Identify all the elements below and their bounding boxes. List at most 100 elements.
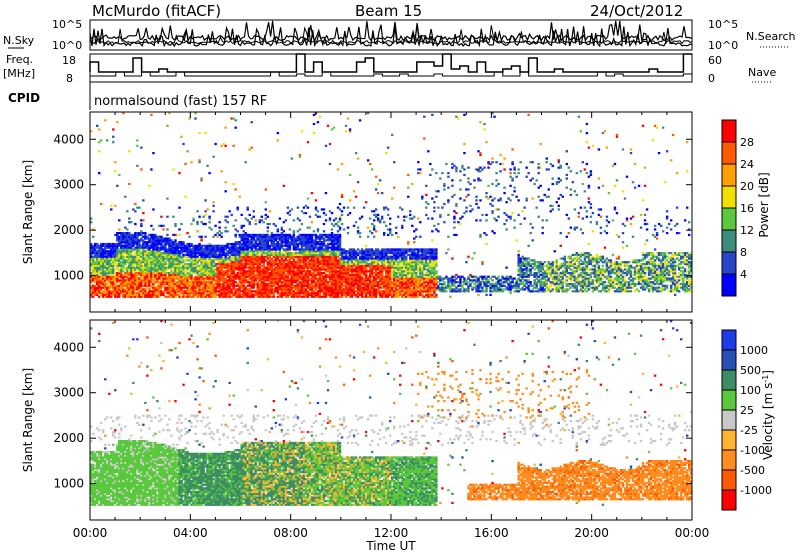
heatmap-cell xyxy=(401,275,404,278)
heatmap-cell xyxy=(250,242,253,246)
heatmap-cell xyxy=(358,252,362,255)
heatmap-cell xyxy=(190,244,193,247)
heatmap-cell xyxy=(180,275,183,278)
heatmap-cell xyxy=(300,279,304,282)
heatmap-cell xyxy=(198,259,201,262)
heatmap-cell xyxy=(328,295,332,298)
heatmap-cell xyxy=(128,264,131,267)
freq-tick-top: 18 xyxy=(62,54,76,67)
heatmap-cell xyxy=(230,272,233,275)
heatmap-cell xyxy=(218,257,221,260)
heatmap-cell xyxy=(382,275,386,278)
heatmap-cell xyxy=(170,255,173,258)
heatmap-cell xyxy=(192,246,195,249)
heatmap-cell xyxy=(384,252,388,255)
heatmap-cell xyxy=(212,244,215,247)
heatmap-cell xyxy=(374,261,378,264)
heatmap-cell xyxy=(106,279,109,282)
heatmap-cell xyxy=(328,259,332,262)
heatmap-cell xyxy=(334,235,338,238)
heatmap-cell xyxy=(322,253,326,257)
heatmap-cell xyxy=(298,248,302,251)
heatmap-cell xyxy=(190,252,193,255)
heatmap-cell xyxy=(306,284,310,287)
heatmap-cell xyxy=(366,262,370,266)
heatmap-cell xyxy=(268,255,271,258)
heatmap-cell xyxy=(132,242,135,246)
heatmap-cell xyxy=(393,286,396,289)
heatmap-cell xyxy=(106,244,109,247)
heatmap-cell xyxy=(274,273,278,277)
heatmap-cell xyxy=(288,242,292,246)
heatmap-cell xyxy=(280,246,284,249)
heatmap-cell xyxy=(340,259,344,262)
heatmap-cell xyxy=(124,252,127,255)
heatmap-cell xyxy=(250,261,253,264)
heatmap-cell xyxy=(200,250,203,253)
heatmap-cell xyxy=(386,290,390,293)
heatmap-cell xyxy=(403,282,406,286)
heatmap-cell xyxy=(110,208,113,211)
heatmap-cell xyxy=(114,261,117,264)
heatmap-cell xyxy=(202,264,205,267)
heatmap-cell xyxy=(344,124,348,127)
heatmap-cell xyxy=(90,259,93,262)
heatmap-cell xyxy=(160,279,163,282)
heatmap-cell xyxy=(248,290,251,293)
heatmap-cell xyxy=(172,272,175,275)
heatmap-cell xyxy=(162,268,165,271)
heatmap-cell xyxy=(246,233,249,237)
heatmap-cell xyxy=(214,255,217,258)
heatmap-cell xyxy=(364,282,368,286)
heatmap-cell xyxy=(200,293,203,297)
heatmap-cell xyxy=(230,290,233,293)
heatmap-cell xyxy=(382,257,386,260)
heatmap-cell xyxy=(102,270,105,273)
heatmap-cell xyxy=(403,277,406,280)
heatmap-cell xyxy=(230,250,233,253)
heatmap-cell xyxy=(366,112,370,115)
heatmap-cell xyxy=(160,270,163,273)
heatmap-cell xyxy=(264,270,267,273)
heatmap-cell xyxy=(358,232,362,235)
heatmap-cell xyxy=(258,270,261,273)
heatmap-cell xyxy=(130,275,133,278)
heatmap-cell xyxy=(302,293,306,297)
heatmap-cell xyxy=(210,275,213,278)
heatmap-cell xyxy=(260,252,263,255)
heatmap-cell xyxy=(132,244,135,247)
heatmap-cell xyxy=(270,286,274,289)
heatmap-cell xyxy=(240,213,243,217)
heatmap-cell xyxy=(238,277,241,280)
heatmap-cell xyxy=(208,270,211,273)
heatmap-cell xyxy=(397,255,400,258)
heatmap-cell xyxy=(246,270,249,273)
heatmap-cell xyxy=(230,262,233,266)
heatmap-cell xyxy=(174,292,177,295)
heatmap-cell xyxy=(342,275,346,278)
heatmap-cell xyxy=(306,233,310,237)
heatmap-cell xyxy=(154,255,157,258)
heatmap-cell xyxy=(240,286,243,289)
heatmap-cell xyxy=(152,233,155,237)
heatmap-cell xyxy=(194,288,197,291)
heatmap-cell xyxy=(350,248,354,251)
heatmap-cell xyxy=(206,290,209,293)
heatmap-cell xyxy=(254,241,257,244)
heatmap-cell xyxy=(160,246,163,249)
heatmap-cell xyxy=(102,268,105,271)
heatmap-cell xyxy=(330,244,334,247)
heatmap-cell xyxy=(228,252,231,255)
heatmap-cell xyxy=(354,273,358,277)
heatmap-cell xyxy=(128,292,131,295)
heatmap-cell xyxy=(290,261,294,264)
heatmap-cell xyxy=(312,290,316,293)
heatmap-cell xyxy=(250,277,253,280)
heatmap-cell xyxy=(332,237,336,240)
heatmap-cell xyxy=(292,272,296,275)
heatmap-cell xyxy=(280,226,284,229)
heatmap-cell xyxy=(292,233,296,237)
heatmap-cell xyxy=(378,284,382,287)
heatmap-cell xyxy=(294,239,298,242)
heatmap-cell xyxy=(182,266,185,269)
